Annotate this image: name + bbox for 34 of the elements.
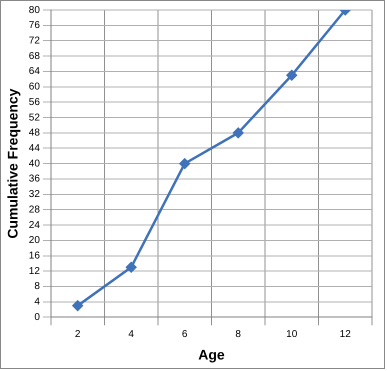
x-tick-label: 12 [340, 328, 352, 340]
point [72, 300, 83, 311]
y-tick-label: 36 [28, 174, 40, 185]
y-tick-label: 72 [28, 35, 40, 46]
point [126, 262, 136, 273]
y-tick-label: 8 [34, 281, 40, 292]
y-tick-label: 64 [28, 66, 40, 78]
x-tick-label: 10 [286, 328, 298, 340]
y-tick-label: 28 [28, 204, 40, 216]
x-axis-title: Age [198, 346, 225, 362]
y-tick-label: 12 [28, 266, 40, 277]
y-tick-label: 20 [28, 235, 40, 246]
y-tick-label: 52 [28, 112, 40, 124]
y-tick-label: 4 [34, 296, 40, 308]
y-tick-label: 0 [34, 312, 40, 323]
y-tick-label: 16 [28, 250, 40, 262]
point [179, 158, 190, 169]
y-tick-label: 24 [28, 220, 40, 231]
y-tick-label: 68 [28, 50, 40, 62]
y-tick-label: 56 [28, 96, 40, 108]
y-tick-label: 76 [28, 20, 40, 32]
y-axis-title: Cumulative Frequency [4, 88, 20, 239]
y-tick-label: 40 [28, 158, 40, 170]
point [286, 70, 297, 81]
y-tick-label: 80 [28, 4, 40, 16]
y-tick-label: 44 [28, 142, 40, 154]
x-tick-label: 6 [182, 328, 188, 340]
point [232, 128, 244, 138]
y-tick-label: 48 [28, 128, 40, 139]
y-tick-label: 60 [28, 82, 40, 93]
x-tick-label: 2 [74, 328, 81, 340]
y-tick-label: 32 [28, 189, 40, 200]
x-tick-label: 8 [235, 328, 242, 340]
x-tick-label: 4 [128, 328, 134, 340]
